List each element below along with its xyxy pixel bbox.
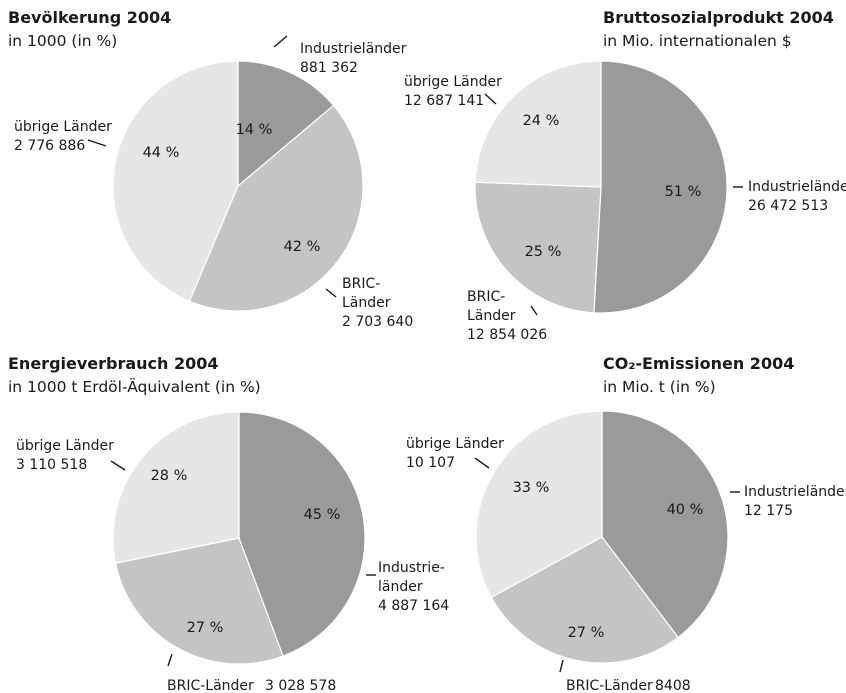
pie-slice-3-uebrige [475,410,603,599]
chart-subtitle-energy: in 1000 t Erdöl-Äquivalent (in %) [8,378,261,396]
pie-slice-label-1-bric: BRIC-Länder 12 854 026 [467,289,547,343]
chart-subtitle-gnp: in Mio. internationalen $ [603,32,792,50]
pie-percent-label-2-bric: 27 % [187,620,224,636]
pie-slice-label-2-bric: BRIC-Länder 3 028 578 [167,678,336,693]
chart-subtitle-co2: in Mio. t (in %) [603,378,716,396]
chart-title-population: Bevölkerung 2004 [8,8,172,27]
pie-leader-line-0-industrie [273,35,288,48]
pie-slice-label-3-industrie: Industrieländer 12 175 [744,484,846,519]
pie-percent-label-0-industrie: 14 % [236,122,273,138]
pie-slice-1-uebrige [474,60,602,188]
pie-percent-label-2-uebrige: 28 % [151,468,188,484]
pie-percent-label-0-bric: 42 % [284,239,321,255]
pie-slice-label-0-industrie: Industrieländer 881 362 [300,41,407,76]
pie-leader-line-3-bric [559,659,564,673]
pie-slice-2-uebrige [112,411,240,564]
pie-leader-line-1-uebrige [484,93,497,105]
pie-leader-line-2-bric [167,653,173,667]
pie-slice-0-industrie [237,60,335,188]
pie-slice-label-1-industrie: Industrieländer 26 472 513 [748,179,846,214]
pie-percent-label-1-bric: 25 % [525,244,562,260]
pie-percent-label-3-uebrige: 33 % [513,480,550,496]
pie-percent-label-1-industrie: 51 % [665,184,702,200]
pie-slice-label-3-uebrige: übrige Länder 10 107 [406,436,504,471]
pie-slice-3-bric [490,536,679,664]
pie-slice-3-industrie [601,410,729,639]
pie-leader-line-2-uebrige [110,460,126,471]
chart-subtitle-population: in 1000 (in %) [8,32,118,50]
pie-slice-2-industrie [238,411,366,657]
pie-slice-label-0-uebrige: übrige Länder 2 776 886 [14,119,112,154]
pie-slice-label-3-bric: BRIC-Länder 8408 [566,678,691,693]
pie-leader-line-0-uebrige [87,139,107,147]
pie-slice-0-bric [188,104,364,312]
pie-leader-line-3-uebrige [474,457,490,469]
pie-slice-2-bric [114,537,284,665]
pie-slice-label-1-uebrige: übrige Länder 12 687 141 [404,74,502,109]
pie-slice-1-industrie [593,60,728,314]
chart-title-energy: Energieverbrauch 2004 [8,354,219,373]
pie-percent-label-3-bric: 27 % [568,625,605,641]
pie-percent-label-1-uebrige: 24 % [523,113,560,129]
pie-slice-label-0-bric: BRIC-Länder 2 703 640 [342,276,413,330]
chart-title-co2: CO₂-Emissionen 2004 [603,354,795,373]
pie-percent-label-0-uebrige: 44 % [143,145,180,161]
pie-leader-line-1-bric [530,305,538,316]
pie-slice-1-bric [474,181,602,314]
pie-slice-0-uebrige [112,60,239,302]
pie-slice-label-2-uebrige: übrige Länder 3 110 518 [16,438,114,473]
pie-slice-label-2-industrie: Industrie-länder 4 887 164 [378,560,449,614]
pie-percent-label-3-industrie: 40 % [667,502,704,518]
chart-title-gnp: Bruttosozialprodukt 2004 [603,8,834,27]
pie-leader-line-0-bric [325,288,337,298]
pie-percent-label-2-industrie: 45 % [304,507,341,523]
